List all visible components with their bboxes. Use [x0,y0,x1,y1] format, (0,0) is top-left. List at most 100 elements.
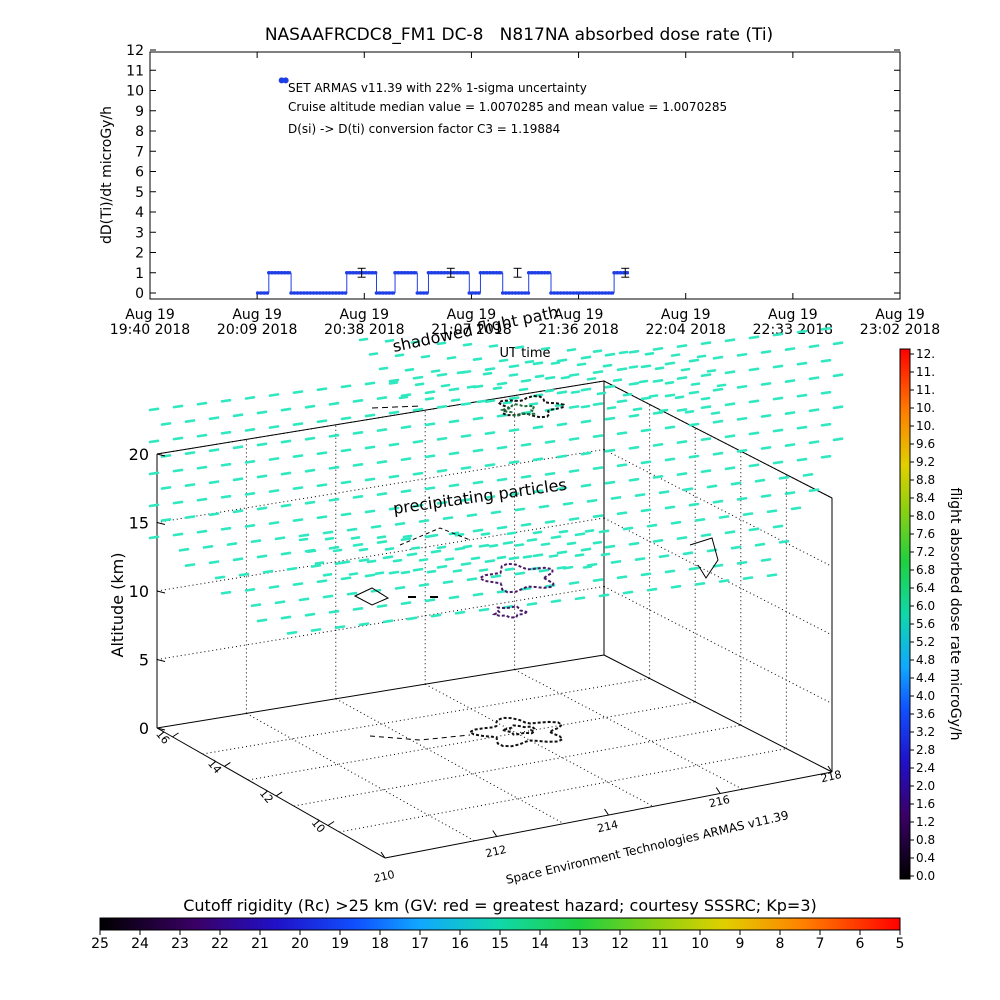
particle-dash [366,559,377,564]
colorbar-tick-label: 4.8 [916,653,935,667]
particle-dash [682,487,694,492]
floor-grid-line [514,669,743,790]
rigidity-tick-label: 14 [531,936,549,952]
particle-dash [696,354,707,359]
flight-path-segment [371,405,421,409]
x-tick-time: 21:07 2018 [431,322,511,338]
particle-dash [574,532,586,537]
data-point [399,270,404,275]
data-point [593,291,598,295]
y-tick-label: 4 [135,205,144,221]
particle-dash [268,489,280,493]
colorbar-tick-label: 5.6 [916,617,935,631]
latitude-tick-label: 14 [205,757,224,776]
floor-grid-line [335,698,565,825]
particle-dash [268,457,280,461]
particle-dash [148,535,160,540]
particle-dash [558,529,569,534]
longitude-tick-label: 212 [484,843,507,860]
particle-dash [184,515,196,519]
rigidity-tick-label: 11 [651,936,669,952]
particle-dash [244,459,256,464]
particle-dash [556,550,568,555]
particle-dash [388,410,400,415]
data-point [393,270,397,275]
particle-dash [460,562,472,566]
y-tick-label: 6 [135,165,144,181]
y-axis-label: dD(Ti)/dt microGy/h [99,106,115,244]
particle-dash [646,523,658,528]
particle-dash [676,472,688,476]
particle-dash [250,603,262,608]
particle-dash [148,407,160,412]
particle-dash [604,480,616,485]
data-point [377,291,382,295]
particle-dash [454,546,466,551]
particle-dash [508,428,520,433]
data-point [558,291,563,295]
particle-dash [592,349,603,354]
data-point [439,270,444,275]
particle-dash [760,558,772,562]
altitude-tick-mark [156,659,166,662]
particle-dash [556,422,568,427]
particle-dash [592,514,604,519]
particle-dash [196,529,208,534]
particle-dash [796,361,808,366]
particle-dash [712,419,724,424]
particle-dash [652,443,664,447]
particle-dash [718,515,730,519]
particle-dash [460,466,472,470]
colorbar-tick-label: 8.8 [916,473,935,487]
particle-dash [208,480,220,485]
particle-dash [688,390,700,395]
particle-dash [676,344,688,348]
particle-dash [478,568,489,572]
particle-dash [634,493,646,497]
particle-dash [808,344,820,349]
particle-dash [196,465,208,470]
particle-dash [256,506,268,511]
particle-dash [664,380,675,385]
cutoff-rigidity-colorbar-ticks: 25 24 23 22 21 20 19 18 17 16 15 14 13 12 11 10 9 8 7 6 5 [91,930,904,952]
particle-dash [712,499,724,504]
data-point [265,291,270,295]
particle-dash [790,506,802,511]
particle-dash [232,509,244,514]
particle-dash [538,568,550,573]
data-point [478,270,483,275]
data-point [574,291,579,295]
particle-dash [514,507,526,512]
rigidity-tick-label: 20 [291,936,309,952]
data-point [530,270,534,275]
data-point [270,270,274,275]
top-plot-frame [149,51,901,300]
data-point [555,291,560,295]
data-point [262,291,266,295]
particle-dash [394,521,406,526]
particle-dash [328,497,340,502]
particle-dash [172,468,184,473]
data-point [488,270,492,275]
particle-dash [280,551,292,556]
data-point [384,291,388,295]
particle-dash [742,576,754,581]
particle-dash [442,580,454,585]
data-point [470,291,475,295]
particle-dash [628,477,640,482]
longitude-tick-label: 214 [596,818,619,835]
particle-dash [796,393,808,398]
wall-grid-line [603,449,833,567]
particle-dash [832,373,844,378]
particle-dash [384,547,395,551]
particle-dash [388,378,400,383]
particle-dash [658,490,670,495]
particle-dash [556,454,568,459]
colorbar-tick-label: 7.6 [916,527,935,541]
rigidity-tick-label: 22 [211,936,229,952]
contour-mid-small [491,605,528,619]
particle-dash [796,457,808,462]
particle-dash [784,411,796,415]
particle-dash [778,475,790,480]
